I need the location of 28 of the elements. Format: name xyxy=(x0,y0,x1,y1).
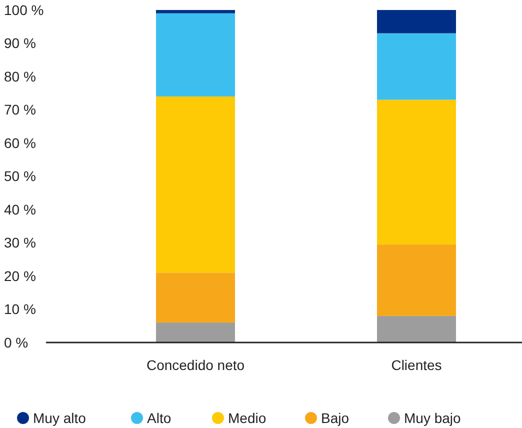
y-tick-label: 0 % xyxy=(4,334,28,350)
bar xyxy=(377,10,456,34)
bar xyxy=(377,316,456,342)
legend-label: Muy alto xyxy=(33,410,86,426)
legend-label: Alto xyxy=(147,410,172,426)
y-tick-label: 70 % xyxy=(4,102,36,118)
bar xyxy=(156,13,235,96)
x-tick-label: Clientes xyxy=(391,357,442,373)
legend-label: Bajo xyxy=(321,410,350,426)
bar xyxy=(377,244,456,316)
y-tick-label: 20 % xyxy=(4,268,36,284)
y-tick-label: 50 % xyxy=(4,168,36,184)
bar xyxy=(156,96,235,273)
y-tick-label: 80 % xyxy=(4,68,36,84)
bar xyxy=(377,100,456,244)
x-tick-label: Concedido neto xyxy=(146,357,245,373)
bar xyxy=(377,33,456,100)
legend-label: Medio xyxy=(228,410,266,426)
bar xyxy=(156,272,235,323)
y-tick-label: 60 % xyxy=(4,134,36,151)
y-tick-label: 100 % xyxy=(4,2,44,18)
legend-label: Muy bajo xyxy=(404,410,462,426)
bar xyxy=(156,322,235,342)
y-tick-label: 90 % xyxy=(4,35,36,52)
y-tick-label: 40 % xyxy=(4,201,36,218)
y-tick-label: 10 % xyxy=(4,301,36,318)
y-tick-label: 30 % xyxy=(4,234,36,251)
bar xyxy=(156,10,235,14)
